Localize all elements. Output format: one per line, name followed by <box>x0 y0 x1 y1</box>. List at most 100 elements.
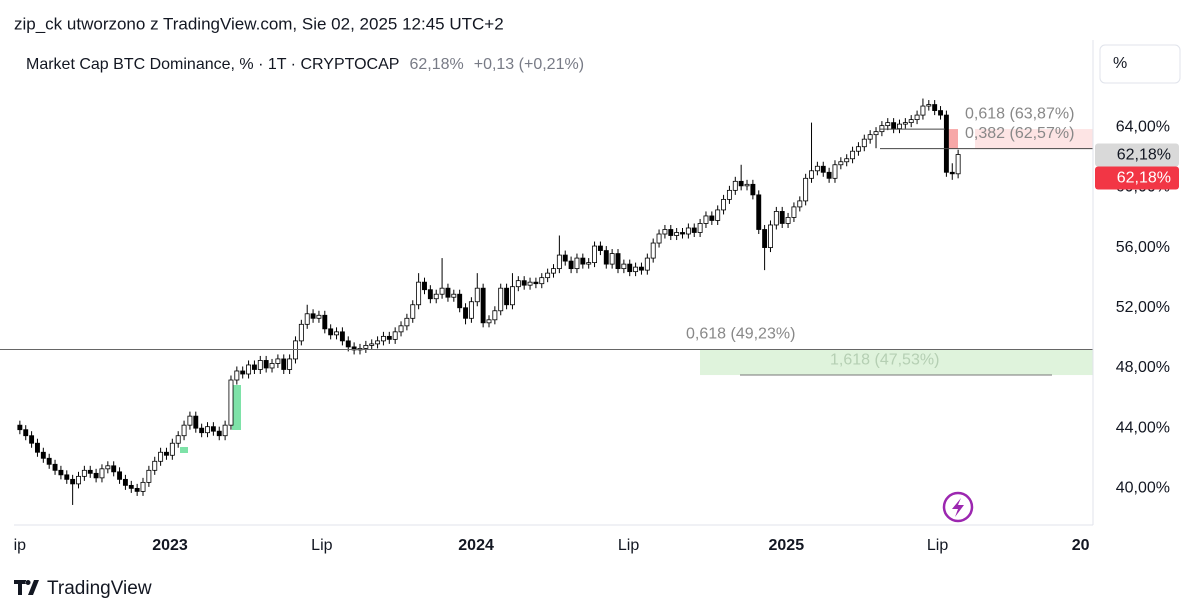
scale-button-label[interactable]: % <box>1113 55 1127 72</box>
candle-body <box>926 104 932 107</box>
candle-body <box>597 245 603 251</box>
candle-body <box>779 211 785 224</box>
candle-body <box>609 253 615 265</box>
candle-body <box>269 363 275 369</box>
candle-body <box>410 304 416 319</box>
candle-body <box>850 150 856 160</box>
candle-body <box>785 217 791 224</box>
candle-body <box>140 481 146 492</box>
candle-body <box>545 272 551 279</box>
fib-zone <box>975 129 1093 149</box>
candle-body <box>715 209 721 221</box>
candle-body <box>322 314 328 330</box>
level-label: 0,618 (63,87%) <box>965 105 1074 122</box>
candle-body <box>891 122 897 130</box>
candle-body <box>275 358 281 364</box>
candle-body <box>691 227 697 233</box>
candle-body <box>222 424 228 437</box>
candle-body <box>310 313 316 319</box>
candle-body <box>152 460 158 471</box>
candle-body <box>592 245 598 264</box>
symbol-name: Market Cap BTC Dominance, % · 1T · CRYPT… <box>26 56 399 73</box>
candle-body <box>392 331 398 340</box>
candle-body <box>122 478 128 486</box>
candle-body <box>369 343 375 346</box>
candle-body <box>433 293 439 300</box>
candle-body <box>844 158 850 163</box>
candle-body <box>134 487 140 492</box>
candle-body <box>721 198 727 211</box>
candle-body <box>87 469 93 474</box>
candle-body <box>949 171 955 175</box>
candle-body <box>709 215 715 221</box>
candle-body <box>621 263 627 270</box>
candle-body <box>457 293 463 309</box>
candle-body <box>603 250 609 265</box>
candle-body <box>234 370 240 381</box>
candle-body <box>427 289 433 300</box>
y-tick-label: 48,00% <box>1116 359 1170 376</box>
candle-body <box>703 215 709 224</box>
candle-body <box>574 257 580 270</box>
candle-body <box>474 287 480 303</box>
candle-body <box>527 281 533 286</box>
candle-body <box>29 435 35 444</box>
candle-body <box>146 469 152 483</box>
candle-body <box>920 105 926 116</box>
candle-body <box>662 229 668 235</box>
levels: 0,618 (63,87%) 0,382 (62,57%) 0,618 (49,23… <box>0 105 1093 376</box>
candle-body <box>111 465 117 473</box>
candle-body <box>791 206 797 218</box>
candle-body <box>656 233 662 244</box>
candle-body <box>533 281 539 285</box>
candle-body <box>205 426 210 434</box>
candle-body <box>105 465 111 470</box>
highlight <box>180 447 188 453</box>
candle-body <box>52 463 58 471</box>
candle-body <box>281 358 287 370</box>
x-tick-label: Lip <box>618 537 639 554</box>
y-tick-label: 44,00% <box>1116 419 1170 436</box>
candle-body <box>586 262 592 265</box>
candle-body <box>504 287 510 306</box>
candle-body <box>797 200 803 208</box>
candle-body <box>228 379 234 426</box>
candle-body <box>498 287 504 312</box>
candle-body <box>339 331 345 342</box>
candle-body <box>46 457 52 465</box>
candle-body <box>938 110 943 116</box>
candle-body <box>164 451 169 456</box>
candle-body <box>468 301 474 319</box>
candle-body <box>263 360 269 369</box>
candle-body <box>76 475 81 485</box>
y-tick-label: 64,00% <box>1116 118 1170 135</box>
candle-body <box>328 328 334 336</box>
candle-body <box>873 131 879 136</box>
alert-icon[interactable] <box>942 491 974 523</box>
candle-body <box>668 229 674 236</box>
candle-body <box>398 325 404 333</box>
axes: 40,00%44,00%48,00%52,00%56,00%60,00%64,0… <box>14 118 1179 554</box>
candle-body <box>492 310 498 321</box>
candle-body <box>64 474 70 480</box>
candle-body <box>40 451 46 459</box>
candle-body <box>287 358 293 370</box>
candle-body <box>732 180 738 191</box>
candle-body <box>674 232 680 236</box>
candle-body <box>580 257 586 265</box>
candle-body <box>298 323 304 342</box>
candle-body <box>744 183 750 187</box>
candle-body <box>128 484 134 489</box>
scale-button[interactable] <box>1099 44 1181 84</box>
candle-body <box>861 138 867 148</box>
change: +0,13 (+0,21%) <box>474 56 584 73</box>
candle-body <box>680 232 685 235</box>
x-tick-label: 2024 <box>458 537 494 554</box>
candle-body <box>685 227 691 235</box>
candle-body <box>885 122 891 127</box>
candle-body <box>644 257 650 271</box>
candle-body <box>855 146 861 152</box>
x-tick-label: Lip <box>927 537 948 554</box>
candle-body <box>210 426 216 432</box>
